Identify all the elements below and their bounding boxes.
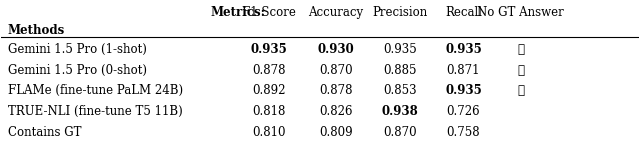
- Text: Precision: Precision: [372, 6, 428, 19]
- Text: 0.726: 0.726: [447, 105, 480, 118]
- Text: 0.938: 0.938: [381, 105, 418, 118]
- Text: 0.870: 0.870: [319, 64, 353, 77]
- Text: Contains GT: Contains GT: [8, 126, 81, 139]
- Text: 0.871: 0.871: [447, 64, 480, 77]
- Text: Gemini 1.5 Pro (0-shot): Gemini 1.5 Pro (0-shot): [8, 64, 147, 77]
- Text: 0.935: 0.935: [251, 43, 287, 56]
- Text: F1 Score: F1 Score: [242, 6, 296, 19]
- Text: 0.758: 0.758: [447, 126, 480, 139]
- Text: 0.818: 0.818: [252, 105, 285, 118]
- Text: 0.892: 0.892: [252, 84, 286, 97]
- Text: 0.878: 0.878: [252, 64, 286, 77]
- Text: 0.930: 0.930: [317, 43, 355, 56]
- Text: 0.810: 0.810: [252, 126, 286, 139]
- Text: 0.885: 0.885: [383, 64, 417, 77]
- Text: TRUE-NLI (fine-tune T5 11B): TRUE-NLI (fine-tune T5 11B): [8, 105, 182, 118]
- Text: No GT Answer: No GT Answer: [477, 6, 564, 19]
- Text: ✓: ✓: [517, 84, 524, 97]
- Text: ✓: ✓: [517, 43, 524, 56]
- Text: 0.878: 0.878: [319, 84, 353, 97]
- Text: Accuracy: Accuracy: [308, 6, 364, 19]
- Text: Methods: Methods: [8, 24, 65, 37]
- Text: Gemini 1.5 Pro (1-shot): Gemini 1.5 Pro (1-shot): [8, 43, 147, 56]
- Text: 0.826: 0.826: [319, 105, 353, 118]
- Text: 0.935: 0.935: [445, 43, 482, 56]
- Text: Metrics:: Metrics:: [211, 6, 266, 19]
- Text: FLAMe (fine-tune PaLM 24B): FLAMe (fine-tune PaLM 24B): [8, 84, 183, 97]
- Text: ✓: ✓: [517, 64, 524, 77]
- Text: Recall: Recall: [445, 6, 482, 19]
- Text: 0.870: 0.870: [383, 126, 417, 139]
- Text: 0.853: 0.853: [383, 84, 417, 97]
- Text: 0.809: 0.809: [319, 126, 353, 139]
- Text: 0.935: 0.935: [383, 43, 417, 56]
- Text: 0.935: 0.935: [445, 84, 482, 97]
